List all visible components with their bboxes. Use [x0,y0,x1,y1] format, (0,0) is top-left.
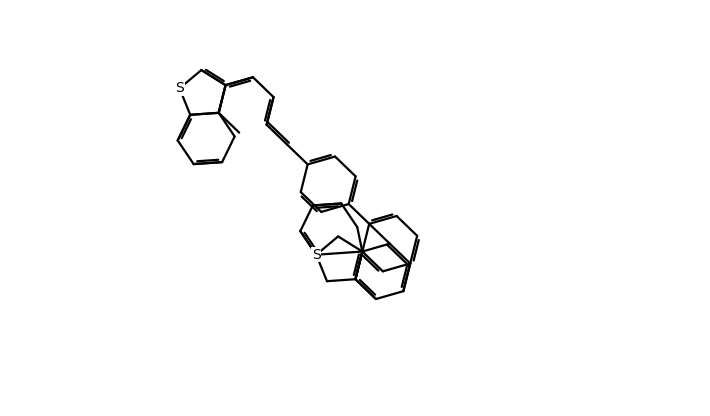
Text: S: S [312,248,321,262]
Text: S: S [175,82,184,95]
